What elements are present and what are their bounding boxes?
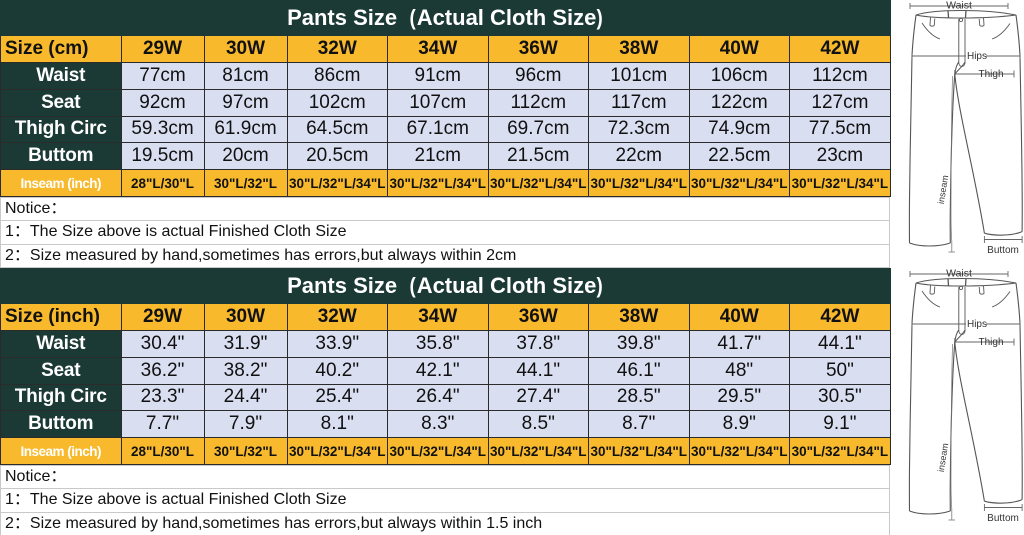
svg-text:Thigh: Thigh [978,69,1003,80]
svg-text:Thigh: Thigh [978,337,1003,348]
svg-text:Hips: Hips [967,51,987,62]
svg-text:Hips: Hips [967,319,987,330]
svg-text:inseam: inseam [936,174,950,204]
svg-text:inseam: inseam [936,442,950,472]
svg-text:Waist: Waist [946,268,972,280]
svg-text:Waist: Waist [946,0,972,12]
svg-text:Buttom: Buttom [987,513,1019,524]
svg-text:Buttom: Buttom [987,245,1019,256]
